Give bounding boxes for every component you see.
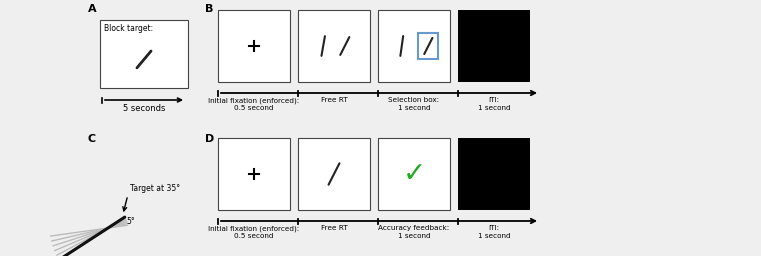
Text: Initial fixation (enforced):
0.5 second: Initial fixation (enforced): 0.5 second (209, 97, 300, 111)
Bar (218, 10, 290, 82)
Bar (218, 138, 290, 210)
Text: B: B (205, 4, 213, 14)
Text: A: A (88, 4, 97, 14)
Text: Free RT: Free RT (320, 97, 347, 103)
Text: Target at 35°: Target at 35° (130, 184, 180, 193)
Text: Selection box:
1 second: Selection box: 1 second (388, 97, 440, 111)
Bar (458, 138, 530, 210)
Text: Block target:: Block target: (104, 24, 153, 33)
Text: Initial fixation (enforced):
0.5 second: Initial fixation (enforced): 0.5 second (209, 225, 300, 239)
Bar (298, 10, 370, 82)
Bar (298, 138, 370, 210)
Text: D: D (205, 134, 215, 144)
Bar (458, 10, 530, 82)
Text: ITI:
1 second: ITI: 1 second (478, 225, 511, 239)
Text: Accuracy feedback:
1 second: Accuracy feedback: 1 second (378, 225, 450, 239)
Text: C: C (88, 134, 96, 144)
Bar (100, 20, 188, 88)
Text: Free RT: Free RT (320, 225, 347, 231)
Bar (378, 138, 450, 210)
Bar (378, 10, 450, 82)
Text: 5°: 5° (126, 218, 135, 227)
Text: ✓: ✓ (403, 160, 425, 188)
Text: ITI:
1 second: ITI: 1 second (478, 97, 511, 111)
Text: 5 seconds: 5 seconds (123, 104, 165, 113)
Bar (419, 33, 438, 59)
